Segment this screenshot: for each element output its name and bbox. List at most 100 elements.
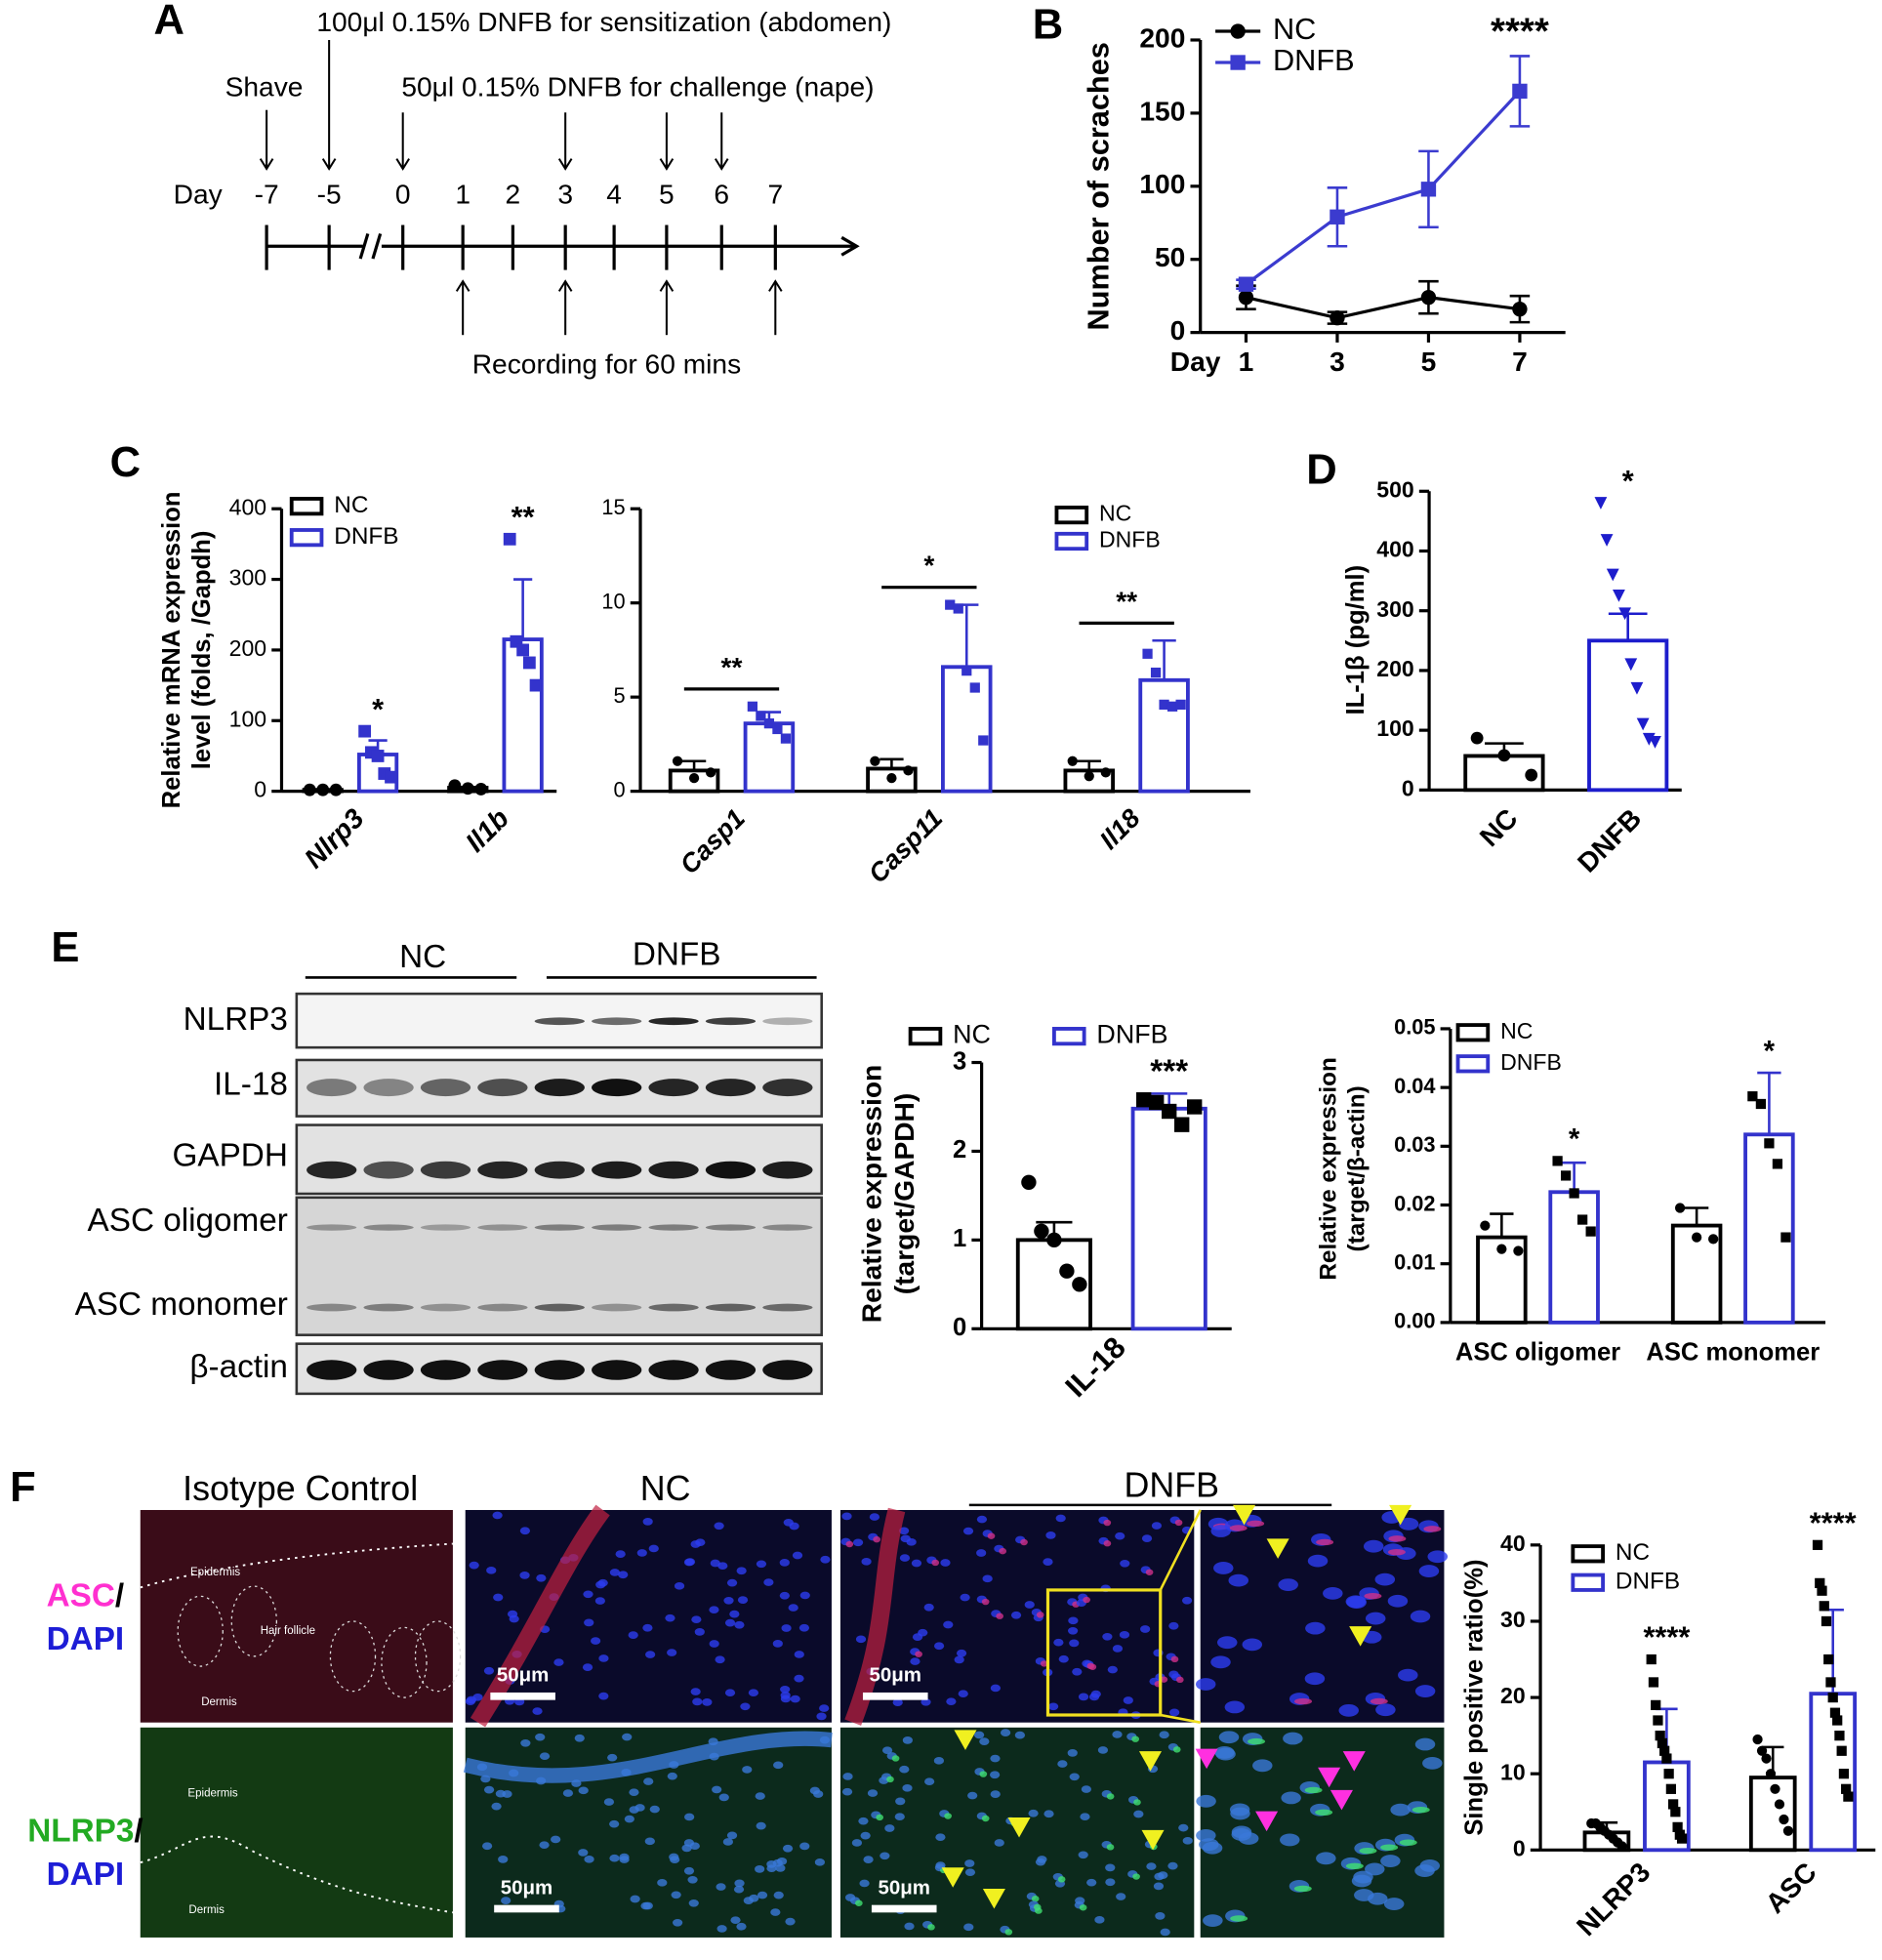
nucleus	[921, 1697, 931, 1706]
nucleus	[1151, 1522, 1163, 1530]
stain	[1387, 1548, 1406, 1556]
blot-row-label: β-actin	[189, 1349, 288, 1385]
nucleus	[657, 1878, 668, 1887]
x-tick-label: 1	[1239, 346, 1254, 377]
arrow-head	[557, 158, 573, 171]
data-point	[1569, 1188, 1579, 1199]
blot-band	[534, 1360, 585, 1380]
y-tick-label: 10	[601, 589, 625, 613]
y-axis-label-line: Single positive ratio(%)	[1460, 1559, 1488, 1835]
nucleus	[1178, 1823, 1189, 1832]
data-point	[1761, 1753, 1772, 1764]
y-tick-label: 10	[1500, 1759, 1526, 1784]
nucleus	[756, 1821, 766, 1830]
nucleus	[1000, 1729, 1011, 1736]
blot-band	[307, 1303, 357, 1312]
zoom-box	[1045, 1588, 1163, 1717]
nucleus	[780, 1685, 791, 1694]
nucleus	[493, 1593, 504, 1602]
day-tick-label: 6	[714, 178, 729, 209]
stain	[944, 1813, 952, 1819]
data-point	[1649, 735, 1661, 749]
significance: *	[1569, 1123, 1580, 1156]
nucleus	[757, 1891, 768, 1899]
stain	[886, 1776, 894, 1783]
data-point	[763, 718, 775, 729]
nucleus	[1387, 1594, 1409, 1608]
nucleus	[730, 1916, 741, 1925]
y-tick-label: 50	[1155, 241, 1185, 272]
blot-row-label: ASC monomer	[75, 1286, 288, 1323]
nucleus	[1230, 1807, 1250, 1820]
nucleus	[724, 1689, 736, 1697]
data-point	[1832, 1715, 1843, 1726]
data-point	[1238, 289, 1254, 306]
nucleus	[918, 1628, 928, 1637]
nucleus	[742, 1766, 753, 1774]
data-point	[1841, 1783, 1852, 1794]
nucleus	[1228, 1573, 1248, 1587]
nucleus	[1345, 1595, 1367, 1609]
blot-band	[477, 1360, 528, 1380]
data-point	[1823, 1654, 1834, 1665]
nucleus	[574, 1734, 585, 1742]
panel-a-static	[266, 233, 860, 260]
stain	[915, 1651, 922, 1657]
category-label: ASC oligomer	[1455, 1339, 1620, 1367]
nucleus	[794, 1674, 804, 1683]
nucleus	[799, 1842, 810, 1851]
stain	[1345, 1862, 1364, 1870]
data-point	[1330, 309, 1345, 326]
day-tick-label: 2	[506, 178, 521, 209]
y-tick-label: 150	[1139, 95, 1185, 126]
legend-label: DNFB	[1616, 1569, 1680, 1595]
data-point	[1513, 1245, 1524, 1256]
data-point	[1187, 1099, 1203, 1115]
nucleus	[1155, 1912, 1166, 1920]
stain	[1106, 1793, 1115, 1800]
y-tick-label: 0.02	[1394, 1191, 1435, 1215]
nucleus	[644, 1837, 655, 1846]
significance: *	[923, 550, 934, 581]
data-point	[1667, 1799, 1679, 1810]
y-tick-label: 5	[614, 683, 626, 708]
y-tick-label: 0.05	[1394, 1015, 1435, 1040]
scale-bar-label: 50μm	[878, 1876, 930, 1899]
stain	[1036, 1612, 1044, 1618]
nucleus	[1105, 1863, 1116, 1872]
nucleus	[1210, 1655, 1231, 1669]
stain	[927, 1924, 935, 1931]
data-point	[1577, 1214, 1588, 1225]
nucleus	[1414, 1737, 1436, 1751]
category-label: Casp1	[675, 803, 751, 879]
nucleus	[976, 1549, 987, 1557]
nucleus	[1181, 1596, 1193, 1605]
stain	[1086, 1662, 1095, 1670]
nucleus	[790, 1695, 800, 1703]
data-point	[1136, 1092, 1152, 1108]
legend-swatch	[908, 1027, 943, 1046]
stain	[1175, 1676, 1184, 1684]
blot-band	[762, 1079, 813, 1097]
nucleus	[645, 1651, 656, 1658]
nucleus	[1072, 1667, 1083, 1676]
y-tick-label: 100	[229, 706, 266, 731]
nucleus	[1414, 1685, 1436, 1697]
y-tick-label: 300	[1376, 596, 1413, 622]
y-axis-label: Single positive ratio(%)	[1460, 1559, 1488, 1835]
nucleus	[799, 1591, 810, 1600]
nucleus	[859, 1879, 870, 1888]
data-point	[1175, 699, 1186, 710]
data-point	[978, 735, 989, 746]
stain	[1247, 1520, 1265, 1528]
data-point	[1812, 1539, 1823, 1550]
blot-band	[762, 1161, 813, 1179]
nucleus	[943, 1620, 954, 1629]
nucleus	[1427, 1550, 1448, 1564]
day-tick-label: -7	[255, 178, 279, 209]
significance: **	[721, 651, 743, 682]
significance: *	[1622, 464, 1634, 498]
nucleus	[1398, 1517, 1419, 1531]
nucleus	[714, 1522, 724, 1531]
